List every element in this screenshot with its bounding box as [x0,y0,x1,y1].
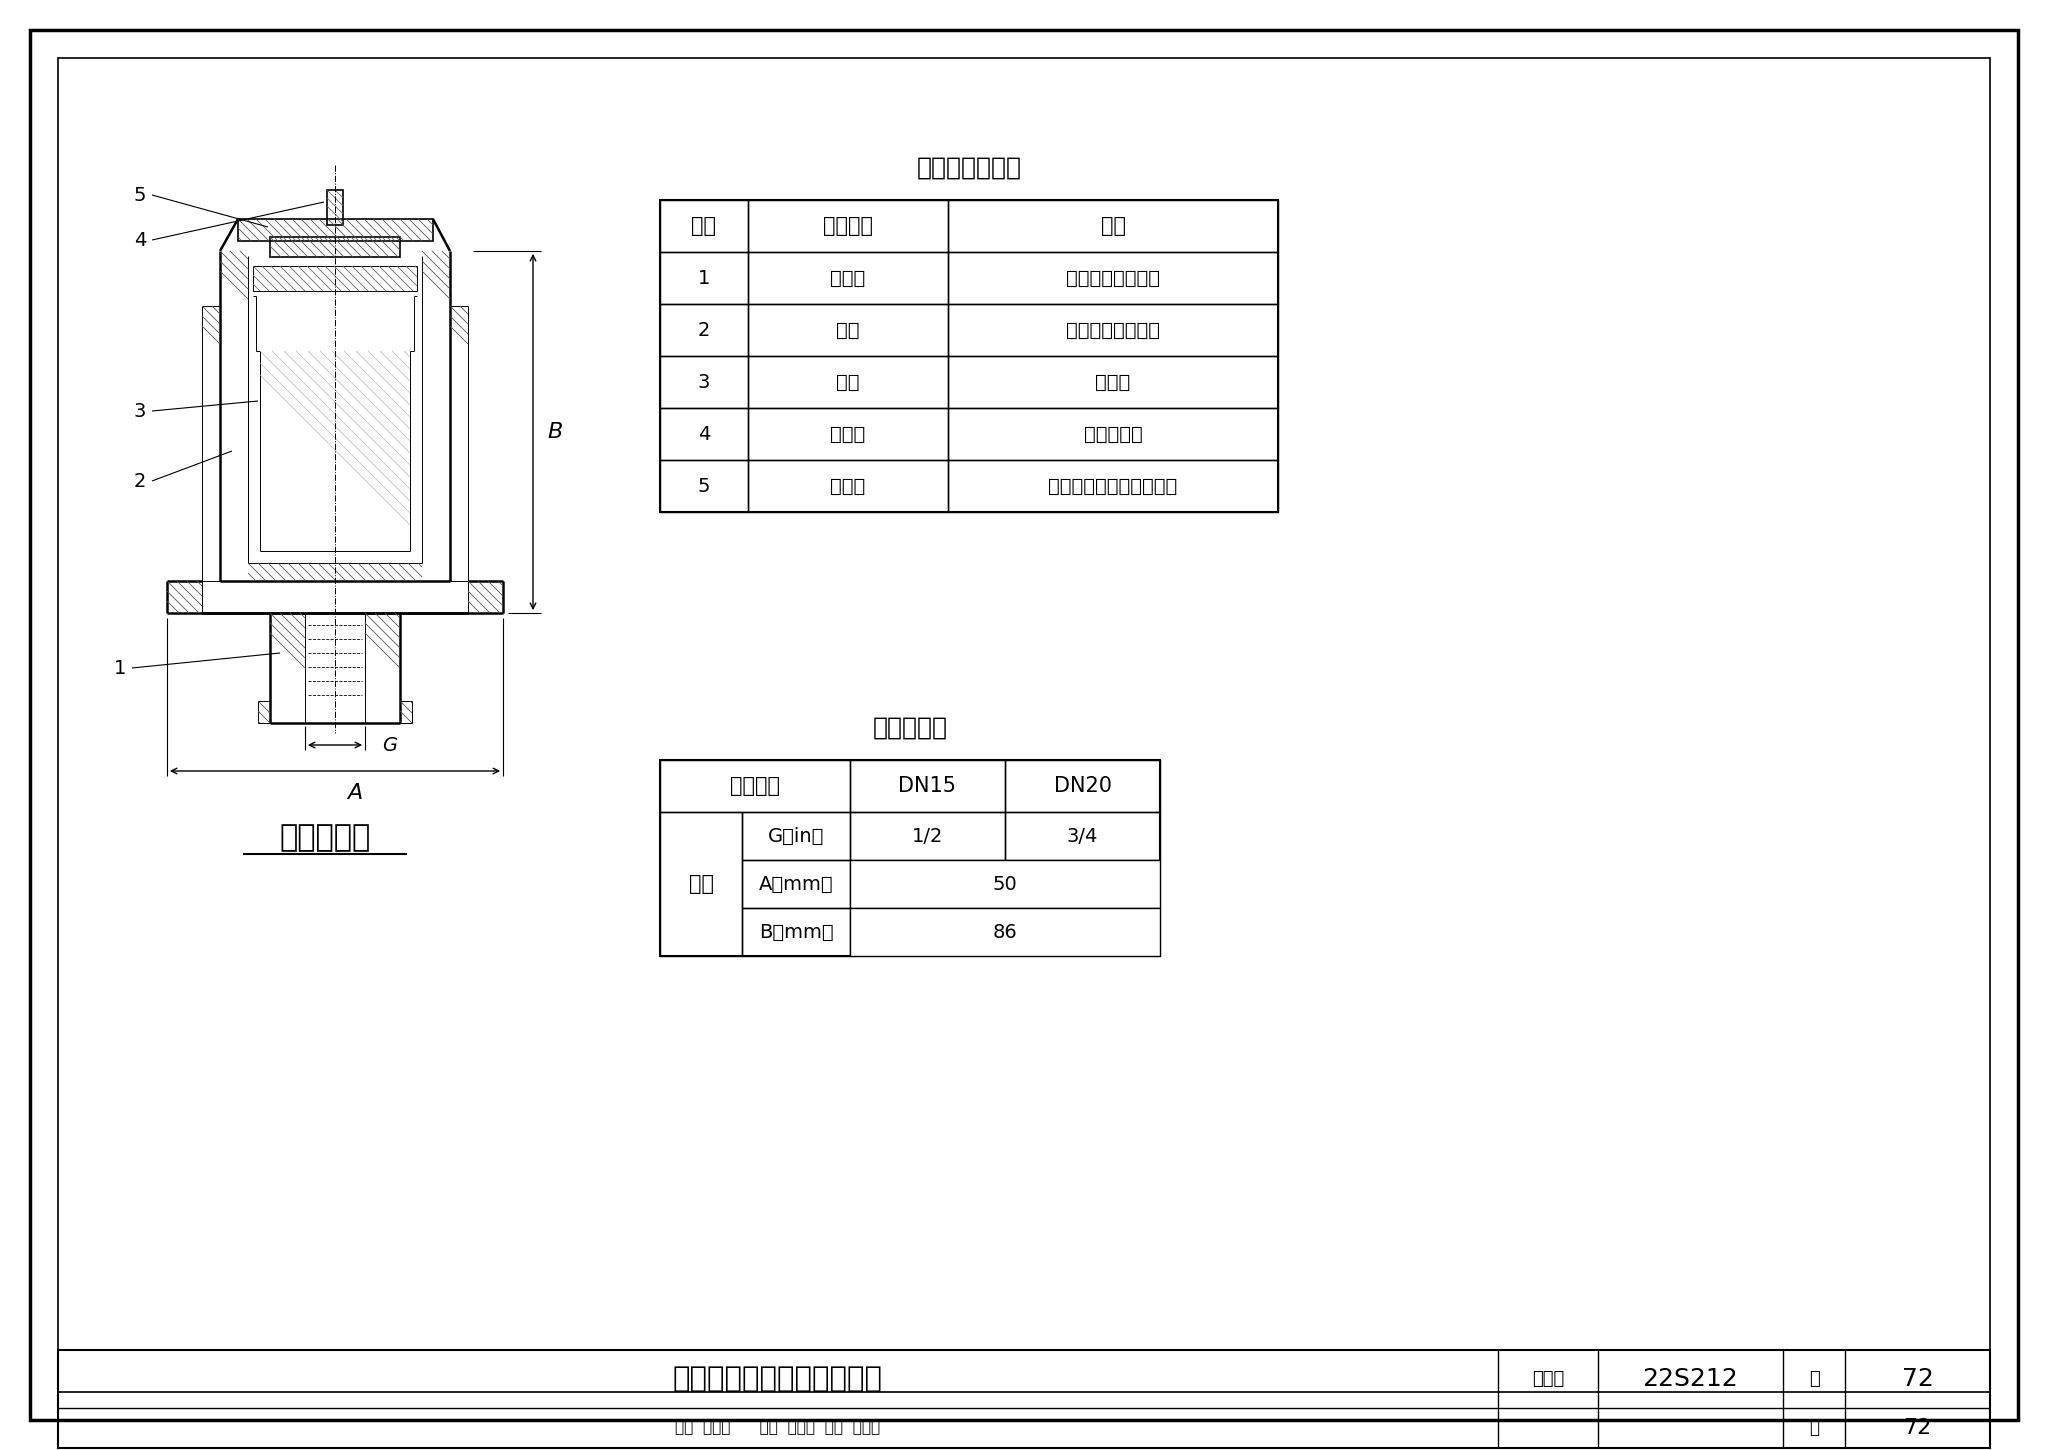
Text: 密封垫: 密封垫 [829,477,866,496]
Text: 22S212: 22S212 [1642,1367,1739,1391]
Bar [659,812,741,956]
Text: 部件名称及材质: 部件名称及材质 [918,157,1022,180]
Text: G: G [383,735,397,754]
Bar [850,812,1006,860]
Text: 强化尼龙、不锈钢: 强化尼龙、不锈钢 [1067,268,1159,287]
Bar [254,265,418,291]
Bar [948,357,1278,407]
Text: B（mm）: B（mm） [758,922,834,941]
Bar [748,407,948,460]
Bar [741,812,850,860]
Bar [328,190,342,225]
Text: 浮筒: 浮筒 [836,373,860,392]
Text: A: A [348,783,362,803]
Text: 50: 50 [993,874,1018,893]
Bar [1006,760,1159,812]
Text: 72: 72 [1901,1367,1933,1391]
Text: 3: 3 [133,402,145,420]
Text: 86: 86 [993,922,1018,941]
Bar [659,760,850,812]
Text: 图集号: 图集号 [1532,1370,1565,1388]
Text: B: B [547,422,563,442]
Bar [659,252,748,304]
Text: A（mm）: A（mm） [758,874,834,893]
Bar [948,304,1278,357]
Bar [748,304,948,357]
Bar [741,908,850,956]
Text: 连接头: 连接头 [829,268,866,287]
Text: 公称直径: 公称直径 [729,776,780,796]
Bar [748,200,948,252]
Bar [659,200,1278,512]
Text: 强化尼龙、不锈钢: 强化尼龙、不锈钢 [1067,320,1159,339]
Text: 自动排气阀结构及外形尺寸: 自动排气阀结构及外形尺寸 [674,1364,883,1393]
Text: DN15: DN15 [899,776,956,796]
Bar [659,407,748,460]
Text: 页: 页 [1808,1420,1819,1437]
Bar [948,252,1278,304]
Bar [748,357,948,407]
Bar [748,252,948,304]
Text: 壳体: 壳体 [836,320,860,339]
Text: 4: 4 [698,425,711,444]
Text: 自动排气阀: 自动排气阀 [279,824,371,853]
Text: 1: 1 [698,268,711,287]
Text: 3/4: 3/4 [1067,826,1098,845]
Text: 丁腈橡胶、三元乙丙橡胶: 丁腈橡胶、三元乙丙橡胶 [1049,477,1178,496]
Bar [748,460,948,512]
Text: 5: 5 [133,186,145,204]
Text: 审核  秉心国      校对  欧阳力  设计  朱华俊: 审核 秉心国 校对 欧阳力 设计 朱华俊 [676,1421,881,1436]
Text: 5: 5 [698,477,711,496]
Text: 2: 2 [698,320,711,339]
Text: 尺寸: 尺寸 [688,874,713,895]
Text: 材质: 材质 [1100,216,1126,236]
Bar [659,200,748,252]
Bar [270,236,399,257]
Text: 1: 1 [115,658,127,677]
Bar [659,357,748,407]
Bar [57,1350,1991,1449]
Text: 2: 2 [133,471,145,490]
Bar [948,460,1278,512]
Text: 页: 页 [1808,1370,1819,1388]
Text: 4: 4 [133,231,145,249]
Text: 序号: 序号 [692,216,717,236]
Bar [659,304,748,357]
Bar [238,219,432,241]
Text: 部件名称: 部件名称 [823,216,872,236]
Bar [850,860,1159,908]
Text: G（in）: G（in） [768,826,823,845]
Bar [850,760,1006,812]
Text: 3: 3 [698,373,711,392]
Bar [741,860,850,908]
Text: 聚丙烯: 聚丙烯 [1096,373,1130,392]
Bar [948,407,1278,460]
Bar [850,908,1159,956]
Text: 铜、不锈钢: 铜、不锈钢 [1083,425,1143,444]
Text: 密封杆: 密封杆 [829,425,866,444]
Bar [948,200,1278,252]
Text: 72: 72 [1903,1418,1931,1438]
Bar [659,460,748,512]
Text: 外形尺寸表: 外形尺寸表 [872,716,948,740]
Text: DN20: DN20 [1053,776,1112,796]
Bar [1006,812,1159,860]
Text: 1/2: 1/2 [911,826,944,845]
Bar [659,760,1159,956]
